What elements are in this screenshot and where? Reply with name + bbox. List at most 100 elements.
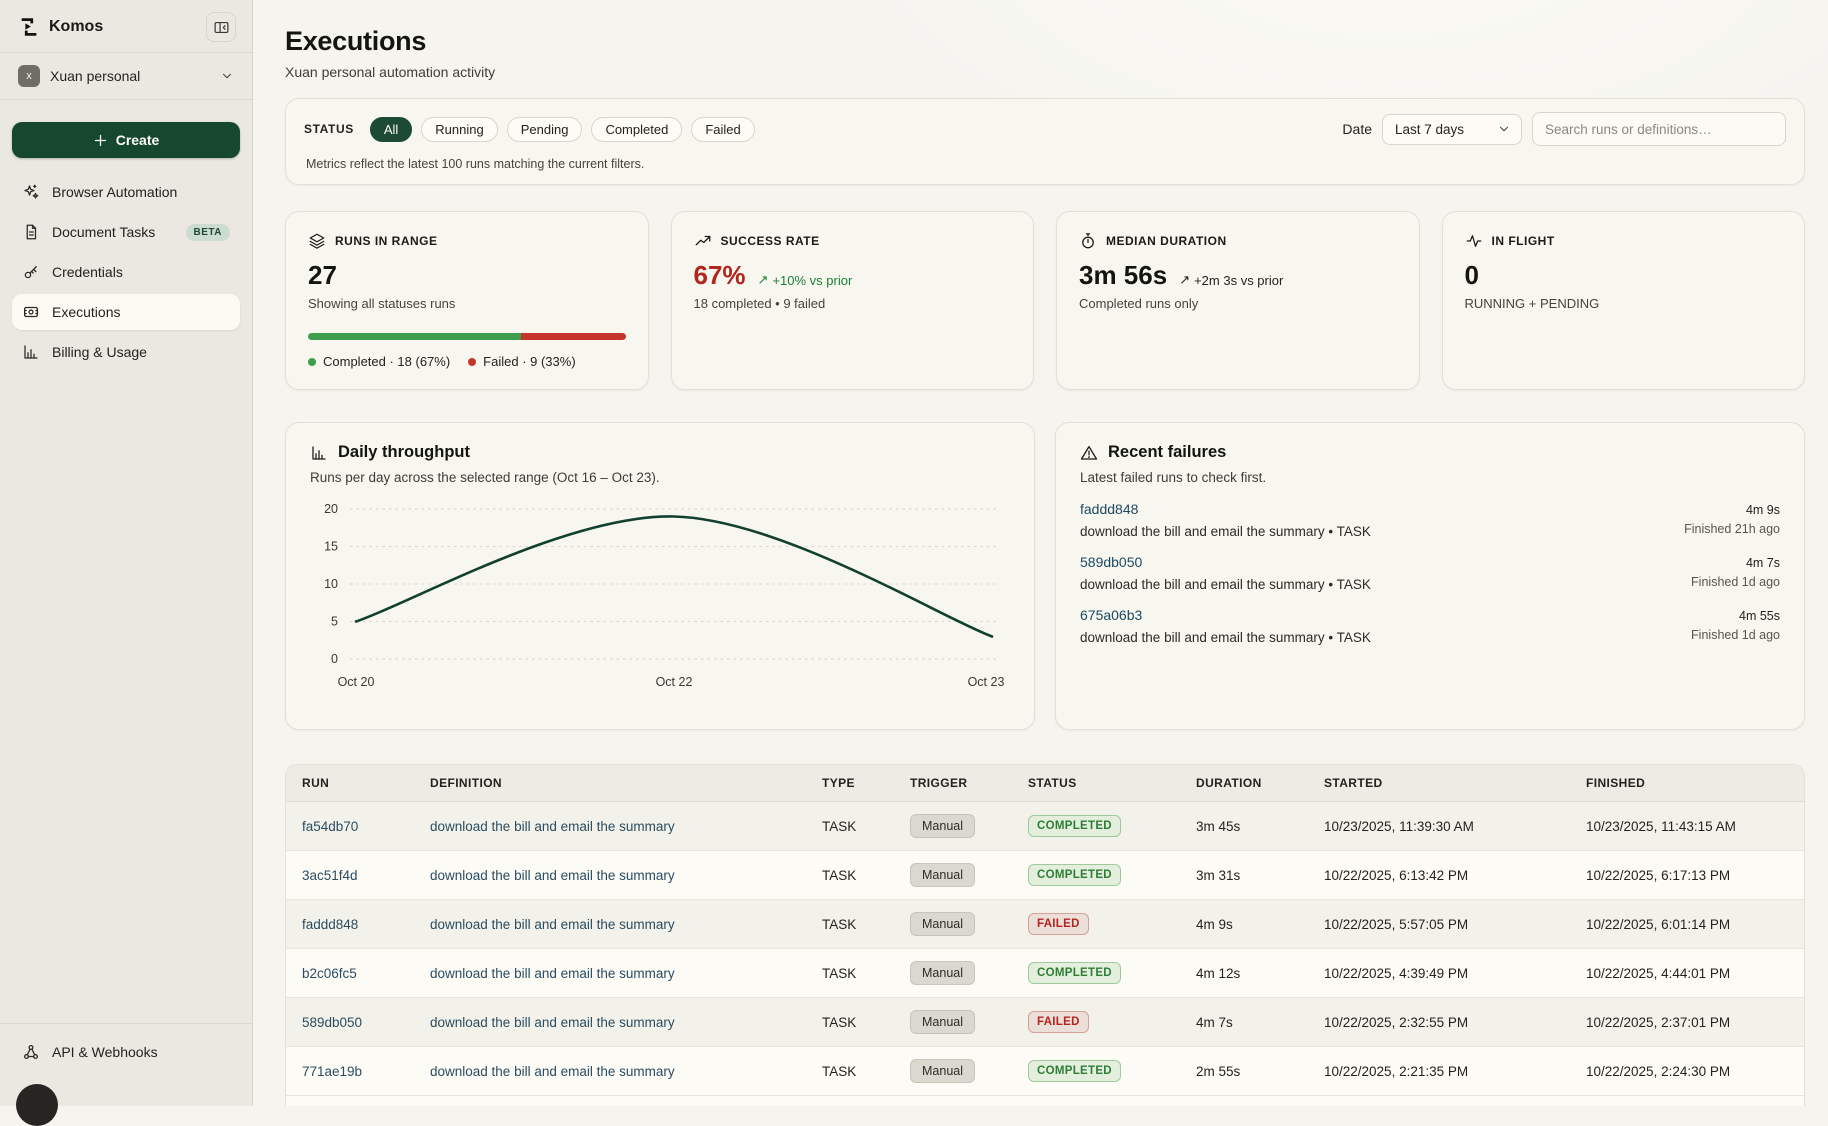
in-flight-card: IN FLIGHT 0 RUNNING + PENDING — [1442, 211, 1806, 390]
metric-caption: Showing all statuses runs — [308, 296, 626, 311]
trigger-badge: Manual — [910, 814, 975, 838]
run-duration: 4m 9s — [1180, 900, 1308, 949]
run-finished: 10/22/2025, 4:44:01 PM — [1570, 949, 1804, 998]
status-chip[interactable]: Completed — [591, 117, 682, 142]
beta-badge: BETA — [186, 224, 230, 241]
run-link[interactable]: fa54db70 — [286, 802, 414, 851]
failure-definition: download the bill and email the summary … — [1080, 577, 1691, 592]
sidebar-item-label: Billing & Usage — [52, 344, 147, 360]
search-input[interactable] — [1532, 112, 1786, 146]
run-definition: download the bill and email the summary — [414, 900, 806, 949]
run-type: TASK — [806, 900, 894, 949]
run-link[interactable]: faddd848 — [286, 900, 414, 949]
failure-item[interactable]: 675a06b3 download the bill and email the… — [1080, 607, 1780, 646]
create-button[interactable]: Create — [12, 122, 240, 158]
failure-item[interactable]: faddd848 download the bill and email the… — [1080, 501, 1780, 540]
svg-text:Oct 20: Oct 20 — [338, 675, 375, 689]
table-row[interactable]: 589db050 download the bill and email the… — [286, 998, 1804, 1047]
sidebar-item[interactable]: Billing & Usage — [12, 334, 240, 370]
sidebar-item-api-webhooks[interactable]: API & Webhooks — [12, 1034, 240, 1070]
brand[interactable]: Komos — [18, 16, 103, 38]
trigger-badge: Manual — [910, 1010, 975, 1034]
run-link[interactable]: 771ae19b — [286, 1047, 414, 1096]
status-chip[interactable]: Pending — [507, 117, 583, 142]
column-header: DEFINITION — [414, 765, 806, 802]
workspace-switcher[interactable]: x Xuan personal — [12, 63, 240, 89]
sidebar-item-label: Credentials — [52, 264, 123, 280]
document-icon — [22, 223, 40, 241]
metric-label: SUCCESS RATE — [721, 234, 820, 248]
run-link[interactable]: 3ac51f4d — [286, 851, 414, 900]
metrics-note: Metrics reflect the latest 100 runs matc… — [306, 157, 1786, 171]
charts-row: Daily throughput Runs per day across the… — [285, 422, 1805, 730]
sidebar-item[interactable]: Browser Automation — [12, 174, 240, 210]
trending-up-icon — [694, 232, 712, 250]
arrow-up-right-icon: ↗ — [1179, 272, 1190, 288]
column-header: STATUS — [1012, 765, 1180, 802]
metric-caption: 18 completed • 9 failed — [694, 296, 1012, 311]
divider — [0, 52, 252, 53]
warning-icon — [1080, 444, 1098, 462]
table-row[interactable]: b2c06fc5 download the bill and email the… — [286, 949, 1804, 998]
date-range-select[interactable]: Last 7 days — [1382, 114, 1522, 145]
bar-chart-icon — [22, 343, 40, 361]
status-badge: FAILED — [1028, 913, 1089, 935]
failure-duration: 4m 9s — [1684, 501, 1780, 520]
status-chip[interactable]: Running — [421, 117, 497, 142]
sidebar-item[interactable]: Document Tasks BETA — [12, 214, 240, 250]
app-root: Komos x Xuan personal Create Browser Aut… — [0, 0, 1828, 1106]
column-header: FINISHED — [1570, 765, 1804, 802]
metric-value: 27 — [308, 260, 337, 291]
table-row[interactable]: faddd848 download the bill and email the… — [286, 900, 1804, 949]
completed-segment — [308, 333, 521, 340]
failure-definition: download the bill and email the summary … — [1080, 630, 1691, 645]
divider — [0, 1023, 252, 1024]
status-badge: COMPLETED — [1028, 962, 1121, 984]
sidebar-item-label: API & Webhooks — [52, 1044, 158, 1060]
run-link[interactable]: faddd848 — [1080, 501, 1684, 517]
run-duration: 2m 55s — [1180, 1047, 1308, 1096]
sidebar-item[interactable]: Executions — [12, 294, 240, 330]
chevron-down-icon — [220, 69, 234, 83]
run-started: 10/22/2025, 2:21:35 PM — [1308, 1047, 1570, 1096]
run-link[interactable]: 589db050 — [1080, 554, 1691, 570]
run-link[interactable]: 589db050 — [286, 998, 414, 1047]
run-type: TASK — [806, 851, 894, 900]
run-type: TASK — [806, 949, 894, 998]
run-definition: download the bill and email the summary — [414, 949, 806, 998]
table-row[interactable]: 771ae19b download the bill and email the… — [286, 1047, 1804, 1096]
table-row[interactable]: fa54db70 download the bill and email the… — [286, 802, 1804, 851]
sidebar-item[interactable]: Credentials — [12, 254, 240, 290]
trend-indicator: ↗ +10% vs prior — [758, 272, 853, 288]
run-finished: 10/22/2025, 2:24:30 PM — [1570, 1047, 1804, 1096]
brand-name: Komos — [49, 18, 103, 36]
status-chip[interactable]: Failed — [691, 117, 754, 142]
runs-table-card: RUN DEFINITION TYPE TRIGGER STATUS DURAT… — [285, 764, 1805, 1106]
run-finished: 10/23/2025, 11:43:15 AM — [1570, 802, 1804, 851]
layers-icon — [308, 232, 326, 250]
sidebar-collapse-button[interactable] — [206, 12, 236, 42]
table-row[interactable]: 3ac51f4d download the bill and email the… — [286, 851, 1804, 900]
plus-icon — [93, 133, 108, 148]
user-avatar[interactable] — [16, 1084, 58, 1126]
panel-subtitle: Runs per day across the selected range (… — [310, 470, 1010, 485]
status-badge: COMPLETED — [1028, 864, 1121, 886]
run-started: 10/23/2025, 11:39:30 AM — [1308, 802, 1570, 851]
run-duration: 4m 12s — [1180, 949, 1308, 998]
trend-indicator: ↗ +2m 3s vs prior — [1179, 272, 1283, 288]
sidebar-item-label: Executions — [52, 304, 120, 320]
run-link[interactable]: 675a06b3 — [1080, 607, 1691, 623]
status-split-bar — [308, 333, 626, 340]
status-chips: All Running Pending Completed Failed — [370, 117, 755, 142]
legend-failed: Failed · 9 (33%) — [468, 354, 575, 369]
run-finished: 10/22/2025, 2:37:01 PM — [1570, 998, 1804, 1047]
panel-subtitle: Latest failed runs to check first. — [1080, 470, 1780, 485]
status-chip[interactable]: All — [370, 117, 412, 142]
bar-chart-icon — [310, 444, 328, 462]
run-definition: download the bill and email the summary — [414, 998, 806, 1047]
run-link[interactable]: b2c06fc5 — [286, 949, 414, 998]
runs-table: RUN DEFINITION TYPE TRIGGER STATUS DURAT… — [286, 765, 1804, 1095]
sparkles-icon — [22, 183, 40, 201]
failure-item[interactable]: 589db050 download the bill and email the… — [1080, 554, 1780, 593]
svg-text:20: 20 — [324, 502, 338, 516]
